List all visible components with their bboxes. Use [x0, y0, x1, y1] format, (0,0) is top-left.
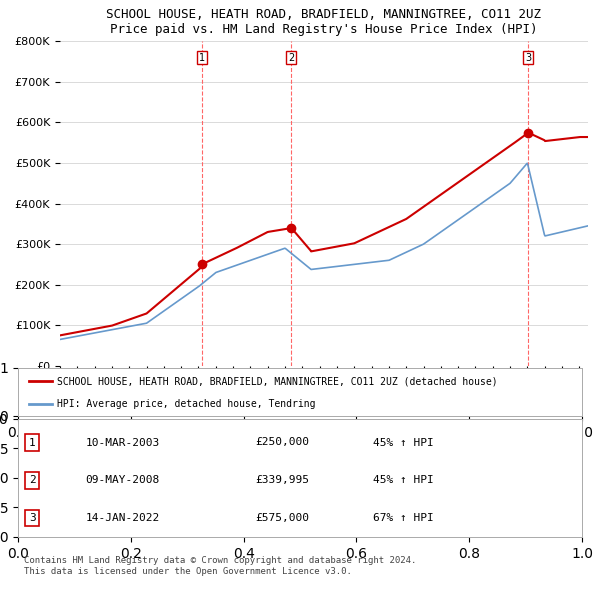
Text: 10-MAR-2003: 10-MAR-2003	[86, 438, 160, 447]
Text: £339,995: £339,995	[255, 476, 309, 485]
Text: £575,000: £575,000	[255, 513, 309, 523]
Text: 3: 3	[29, 513, 35, 523]
Text: 1: 1	[29, 438, 35, 447]
Text: 2: 2	[29, 476, 35, 485]
Title: SCHOOL HOUSE, HEATH ROAD, BRADFIELD, MANNINGTREE, CO11 2UZ
Price paid vs. HM Lan: SCHOOL HOUSE, HEATH ROAD, BRADFIELD, MAN…	[107, 8, 542, 36]
Text: SCHOOL HOUSE, HEATH ROAD, BRADFIELD, MANNINGTREE, CO11 2UZ (detached house): SCHOOL HOUSE, HEATH ROAD, BRADFIELD, MAN…	[58, 376, 498, 386]
Text: 09-MAY-2008: 09-MAY-2008	[86, 476, 160, 485]
Text: Contains HM Land Registry data © Crown copyright and database right 2024.
This d: Contains HM Land Registry data © Crown c…	[23, 556, 416, 576]
Text: 3: 3	[525, 53, 531, 63]
Text: £250,000: £250,000	[255, 438, 309, 447]
Text: 1: 1	[199, 53, 205, 63]
Text: HPI: Average price, detached house, Tendring: HPI: Average price, detached house, Tend…	[58, 399, 316, 409]
Text: 45% ↑ HPI: 45% ↑ HPI	[373, 438, 434, 447]
Text: 45% ↑ HPI: 45% ↑ HPI	[373, 476, 434, 485]
Text: 67% ↑ HPI: 67% ↑ HPI	[373, 513, 434, 523]
Text: 2: 2	[288, 53, 295, 63]
Text: 14-JAN-2022: 14-JAN-2022	[86, 513, 160, 523]
